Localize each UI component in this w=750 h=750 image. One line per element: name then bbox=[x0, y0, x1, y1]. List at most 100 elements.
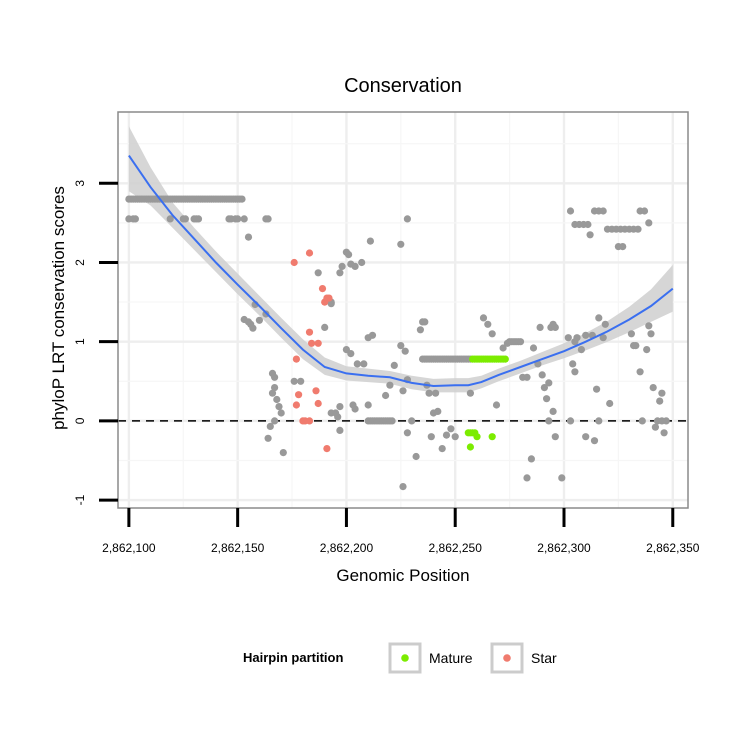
point-other bbox=[584, 220, 592, 229]
point-other bbox=[660, 429, 668, 437]
point-other bbox=[390, 361, 398, 369]
point-other bbox=[397, 240, 405, 248]
point-other bbox=[566, 417, 575, 425]
x-tick-label: 2,862,150 bbox=[211, 541, 265, 555]
x-tick-label: 2,862,250 bbox=[429, 541, 483, 555]
point-other bbox=[364, 401, 372, 409]
point-star bbox=[323, 445, 331, 453]
y-tick-label: 3 bbox=[73, 180, 87, 187]
point-other bbox=[586, 231, 594, 239]
point-other bbox=[656, 397, 664, 405]
point-other bbox=[277, 409, 285, 417]
point-other bbox=[345, 251, 353, 259]
y-tick-label: 2 bbox=[73, 259, 87, 266]
point-other bbox=[538, 371, 546, 379]
point-other bbox=[360, 360, 368, 368]
point-mature bbox=[501, 355, 509, 363]
legend-item-mature: Mature bbox=[388, 642, 473, 674]
point-star bbox=[290, 258, 298, 267]
point-other bbox=[416, 326, 424, 334]
point-other bbox=[412, 452, 420, 461]
point-other bbox=[451, 433, 459, 441]
point-other bbox=[523, 474, 531, 482]
point-star bbox=[292, 401, 300, 409]
point-star bbox=[318, 285, 327, 293]
y-tick-label: -1 bbox=[73, 494, 87, 505]
point-other bbox=[601, 320, 609, 328]
smooth-trend-line bbox=[128, 155, 674, 388]
point-other bbox=[649, 384, 657, 392]
point-other bbox=[593, 385, 601, 393]
point-other bbox=[634, 225, 642, 233]
point-star bbox=[314, 399, 322, 408]
point-other bbox=[421, 318, 429, 326]
x-tick-label: 2,862,300 bbox=[537, 541, 591, 555]
point-other bbox=[619, 243, 627, 251]
point-other bbox=[399, 387, 407, 395]
point-star bbox=[325, 294, 333, 302]
point-star bbox=[305, 417, 314, 425]
point-other bbox=[314, 269, 322, 277]
point-other bbox=[351, 405, 359, 413]
point-other bbox=[353, 360, 361, 368]
point-other bbox=[645, 322, 653, 330]
point-other bbox=[582, 433, 590, 441]
point-other bbox=[336, 269, 344, 277]
point-other bbox=[577, 346, 586, 354]
plot-border bbox=[117, 111, 689, 509]
point-other bbox=[492, 401, 501, 409]
point-other bbox=[540, 384, 549, 392]
point-other bbox=[290, 377, 298, 385]
point-other bbox=[264, 434, 272, 442]
point-other bbox=[273, 395, 281, 404]
point-other bbox=[599, 207, 607, 215]
point-other bbox=[488, 330, 496, 338]
legend-label-mature: Mature bbox=[429, 650, 473, 666]
point-star bbox=[295, 391, 303, 399]
point-other bbox=[536, 323, 544, 331]
x-tick-label: 2,862,200 bbox=[320, 541, 374, 555]
point-star bbox=[308, 339, 316, 347]
point-other bbox=[403, 429, 411, 437]
point-other bbox=[427, 433, 435, 441]
point-other bbox=[240, 215, 248, 223]
point-mature bbox=[488, 433, 496, 441]
point-other bbox=[432, 389, 440, 397]
point-other bbox=[516, 338, 525, 346]
point-other bbox=[408, 417, 416, 425]
point-other bbox=[484, 320, 492, 328]
point-other bbox=[499, 344, 507, 352]
point-other bbox=[571, 368, 579, 376]
point-other bbox=[271, 384, 279, 392]
point-mature bbox=[473, 433, 481, 441]
point-other bbox=[249, 324, 257, 332]
point-other bbox=[166, 215, 174, 223]
point-other bbox=[573, 334, 581, 342]
point-other bbox=[599, 334, 607, 342]
point-other bbox=[595, 417, 603, 425]
point-other bbox=[564, 334, 572, 342]
point-other bbox=[527, 455, 536, 463]
y-axis-title: phyloP LRT conservation scores bbox=[49, 186, 68, 430]
point-other bbox=[543, 395, 551, 403]
point-other bbox=[658, 389, 666, 397]
plot-area bbox=[117, 111, 689, 509]
y-axis: -1 0 1 2 3 bbox=[73, 180, 118, 505]
point-other bbox=[327, 409, 335, 417]
y-tick-label: 0 bbox=[73, 417, 87, 424]
point-other bbox=[551, 433, 559, 441]
x-axis-title: Genomic Position bbox=[336, 566, 469, 585]
point-other bbox=[425, 389, 433, 397]
point-other bbox=[438, 445, 446, 453]
point-other bbox=[434, 407, 442, 415]
point-other bbox=[275, 403, 283, 411]
loess-line bbox=[128, 155, 674, 388]
point-other bbox=[327, 300, 335, 308]
point-other bbox=[442, 431, 451, 439]
x-axis: 2,862,100 2,862,150 2,862,200 2,862,250 2,86… bbox=[102, 508, 700, 555]
point-other bbox=[388, 417, 396, 425]
point-other bbox=[279, 449, 287, 457]
point-other bbox=[268, 389, 277, 397]
legend-label-star: Star bbox=[531, 650, 557, 666]
